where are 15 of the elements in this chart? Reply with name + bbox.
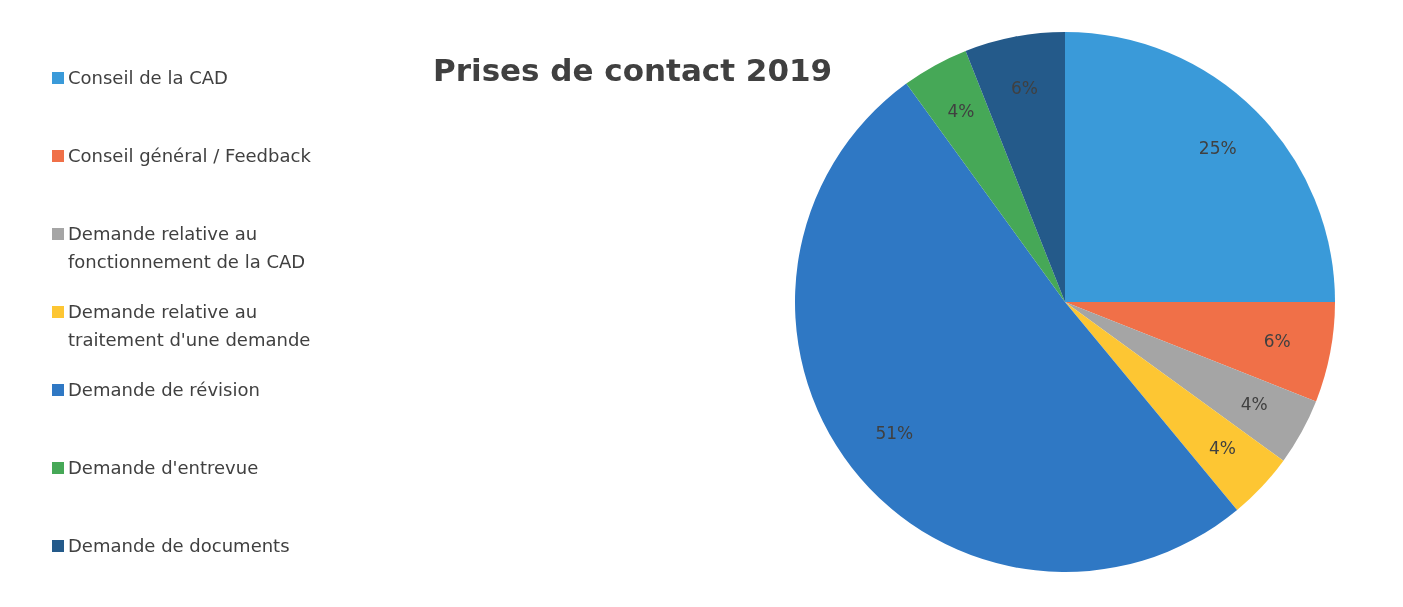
data-label: 4%: [1208, 438, 1236, 459]
data-label: 6%: [1263, 330, 1291, 351]
legend-label: Demande relative au fonctionnement de la CAD: [68, 222, 307, 274]
legend-label: Demande de documents: [68, 534, 290, 558]
legend-label: Conseil de la CAD: [68, 66, 228, 90]
legend-label: Demande relative au traitement d'une demande: [68, 300, 312, 352]
data-label: 25%: [1198, 137, 1237, 158]
data-label: 51%: [875, 422, 914, 443]
text: Prises de contact 2019: [433, 52, 833, 88]
legend-label: Demande d'entrevue: [68, 456, 259, 480]
data-label: 4%: [947, 101, 975, 122]
legend-label: Demande de révision: [68, 378, 260, 402]
legend-label: Conseil général / Feedback: [68, 144, 311, 168]
data-label: 6%: [1011, 78, 1039, 99]
data-label: 4%: [1240, 394, 1268, 415]
